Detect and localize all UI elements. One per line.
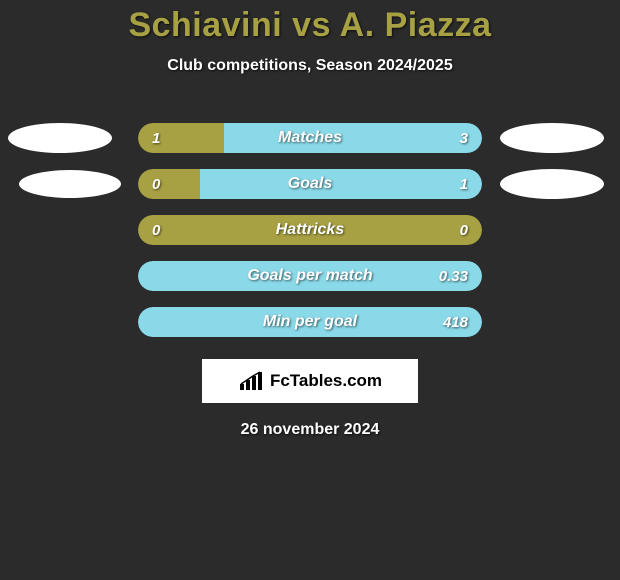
bar-segment-player2 — [224, 123, 482, 153]
stat-value-right: 1 — [460, 169, 468, 199]
page-title: Schiavini vs A. Piazza — [0, 6, 620, 45]
bar-segment-player2 — [138, 307, 482, 337]
stat-value-right: 0.33 — [439, 261, 468, 291]
subtitle: Club competitions, Season 2024/2025 — [0, 57, 620, 75]
stat-value-right: 3 — [460, 123, 468, 153]
player-marker-right — [500, 123, 604, 153]
stat-value-left: 1 — [152, 123, 160, 153]
stat-bar: 13Matches — [138, 123, 482, 153]
stat-bar: 0.33Goals per match — [138, 261, 482, 291]
brand-badge: FcTables.com — [202, 359, 418, 403]
stat-row: 00Hattricks — [0, 207, 620, 253]
stat-row: 0.33Goals per match — [0, 253, 620, 299]
stats-rows: 13Matches01Goals00Hattricks0.33Goals per… — [0, 115, 620, 345]
stat-row: 13Matches — [0, 115, 620, 161]
stat-value-left: 0 — [152, 215, 160, 245]
stat-value-right: 0 — [460, 215, 468, 245]
date-text: 26 november 2024 — [0, 421, 620, 439]
stat-row: 01Goals — [0, 161, 620, 207]
player-marker-left — [19, 170, 121, 198]
player-marker-right — [500, 169, 604, 199]
stat-value-right: 418 — [443, 307, 468, 337]
stat-bar: 01Goals — [138, 169, 482, 199]
bar-segment-player1 — [138, 215, 482, 245]
bar-segment-player1 — [138, 123, 224, 153]
stat-value-left: 0 — [152, 169, 160, 199]
brand-chart-icon — [238, 370, 264, 392]
bar-segment-player2 — [138, 261, 482, 291]
stat-bar: 418Min per goal — [138, 307, 482, 337]
player-marker-left — [8, 123, 112, 153]
stat-row: 418Min per goal — [0, 299, 620, 345]
bar-segment-player2 — [200, 169, 482, 199]
brand-text: FcTables.com — [270, 371, 382, 391]
bar-segment-player1 — [138, 169, 200, 199]
comparison-card: Schiavini vs A. Piazza Club competitions… — [0, 0, 620, 439]
stat-bar: 00Hattricks — [138, 215, 482, 245]
